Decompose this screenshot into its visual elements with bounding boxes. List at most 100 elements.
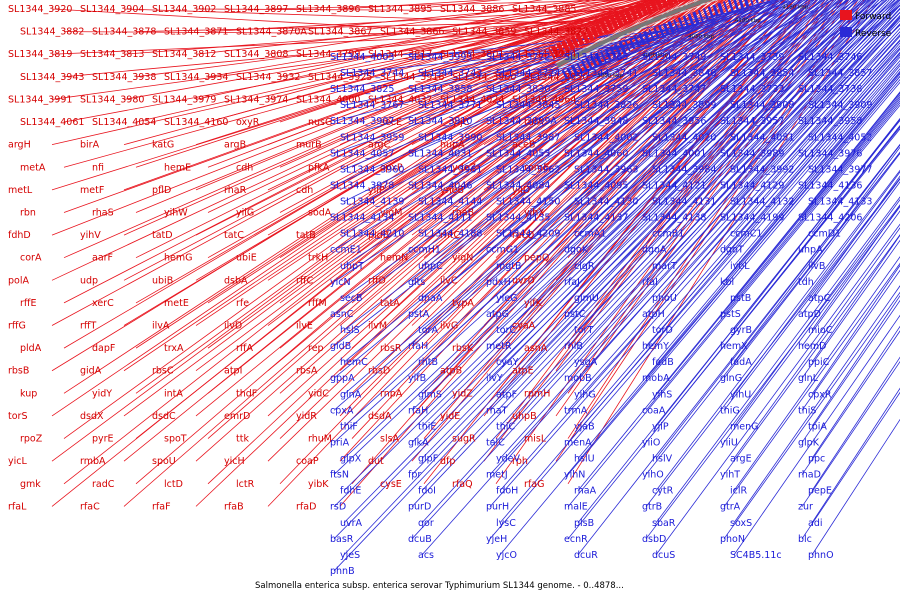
reverse-leader-line	[411, 0, 862, 443]
reverse-gene-label: SL1344_3987	[496, 132, 560, 143]
forward-gene-label: pldA	[20, 343, 42, 354]
reverse-leader-line	[811, 325, 900, 459]
reverse-leader-line	[733, 171, 900, 395]
forward-gene-label: yidR	[296, 411, 317, 422]
reverse-gene-label: gtrB	[642, 502, 662, 513]
reverse-gene-label: SL1344_3962	[496, 164, 560, 175]
forward-gene-label: SL1344_3871	[164, 27, 228, 38]
forward-gene-label: tufA	[524, 117, 544, 128]
forward-gene-label: hemE	[164, 162, 191, 173]
forward-gene-label: katG	[152, 140, 174, 151]
forward-gene-label: slsA	[380, 434, 400, 445]
forward-gene-label: hemN	[380, 253, 408, 264]
forward-gene-label: misL	[524, 434, 547, 445]
forward-gene-label: SL1344_4160	[164, 117, 228, 128]
forward-leader-line	[567, 0, 874, 484]
reverse-gene-label: glpK	[798, 437, 820, 448]
reverse-leader-line	[343, 0, 802, 395]
forward-gene-label: rffA	[236, 343, 253, 354]
reverse-gene-block	[712, 4, 720, 17]
reverse-gene-label: ccmB1	[652, 229, 684, 240]
reverse-gene-label: SL1344_3854	[730, 68, 794, 79]
forward-gene-label: dfp	[440, 456, 455, 467]
reverse-gene-block	[604, 48, 612, 61]
forward-gene-label: yiiP	[368, 185, 385, 196]
reverse-gene-label: menA	[564, 437, 592, 448]
reverse-gene-label: glnL	[798, 373, 819, 384]
forward-gene-label: hupA	[440, 140, 465, 151]
reverse-leader-line	[333, 0, 850, 507]
reverse-gene-label: SL1344_4129	[720, 180, 784, 191]
reverse-leader-line	[489, 0, 859, 347]
reverse-leader-line	[733, 285, 900, 523]
reverse-leader-line	[577, 96, 900, 491]
forward-leader-line	[207, 8, 630, 33]
reverse-leader-line	[333, 0, 880, 572]
reverse-leader-line	[421, 0, 885, 491]
reverse-gene-label: dnaA	[418, 293, 443, 304]
reverse-gene-label: hemX	[720, 341, 748, 352]
reverse-gene-label: lysC	[496, 518, 516, 529]
reverse-leader-line	[333, 0, 821, 443]
reverse-leader-line	[801, 391, 900, 540]
reverse-gene-label: SL1344_3992	[730, 164, 794, 175]
forward-gene-block	[674, 0, 679, 4]
forward-gene-block	[605, 19, 612, 32]
reverse-gene-label: yihU	[730, 389, 751, 400]
reverse-leader-line	[801, 210, 900, 347]
forward-gene-label: lctD	[164, 479, 183, 490]
forward-gene-label: pldB	[368, 230, 389, 241]
reverse-leader-line	[411, 0, 893, 507]
reverse-gene-label: rhaD	[798, 470, 821, 481]
reverse-gene-label: SL1344_4150	[496, 197, 560, 208]
reverse-gene-label: SL1344_3857	[808, 68, 872, 79]
forward-gene-label: rbsR	[380, 343, 402, 354]
forward-gene-label: SL1344_4061	[20, 117, 84, 128]
forward-gene-block	[580, 31, 588, 44]
reverse-gene-label: atpG	[486, 309, 509, 320]
reverse-gene-label: SL1344_3959	[340, 132, 404, 143]
genome-ring: 3950 kbp 4000 kbp 4050 kbp 4100 kbp 4150 kbp…	[548, 0, 809, 82]
reverse-gene-label: SL1344_4057	[330, 148, 394, 159]
forward-gene-label: SL1344_3859	[452, 27, 516, 38]
forward-leader-line	[339, 0, 613, 55]
forward-gene-label: SL1344_3819	[8, 49, 72, 60]
kbp-tick-label: 4100 kbp	[735, 18, 761, 24]
reverse-gene-block	[687, 13, 695, 26]
reverse-gene-label: priA	[330, 437, 350, 448]
forward-gene-label: SL1344_4054	[92, 117, 156, 128]
forward-gene-label: rbsC	[152, 366, 174, 377]
reverse-gene-label: cytR	[652, 486, 674, 497]
forward-gene-label: uvrD	[512, 275, 535, 286]
reverse-gene-label: SL1344_4209	[496, 229, 560, 240]
forward-gene-label: gidA	[80, 366, 102, 377]
reverse-gene-label: qor	[418, 518, 434, 529]
forward-gene-block	[577, 32, 585, 45]
forward-gene-label: metA	[20, 162, 46, 173]
reverse-gene-label: soxS	[730, 518, 752, 529]
reverse-leader-line	[499, 0, 899, 427]
reverse-gene-block	[682, 15, 690, 28]
forward-leader-line	[483, 0, 734, 191]
forward-gene-label: dsdX	[80, 411, 104, 422]
forward-leader-line	[51, 7, 633, 236]
reverse-gene-label: SL1344_3956	[642, 116, 706, 127]
reverse-gene-label: ydeV	[496, 454, 520, 465]
reverse-gene-block	[662, 22, 670, 36]
forward-gene-label: SL1344_3925	[308, 72, 372, 83]
forward-gene-label: SL1344_3950	[524, 72, 588, 83]
forward-gene-block	[594, 24, 603, 37]
forward-gene-label: rfaL	[8, 501, 27, 512]
reverse-gene-label: thiE	[418, 421, 436, 432]
forward-gene-label: dsbA	[224, 275, 248, 286]
reverse-leader-line	[333, 27, 691, 154]
forward-gene-label: rbsB	[8, 366, 29, 377]
forward-gene-block	[570, 35, 579, 49]
reverse-leader-line	[723, 291, 900, 540]
reverse-leader-line	[801, 181, 900, 315]
reverse-leader-line	[733, 0, 849, 74]
reverse-gene-label: SL1344_3825	[330, 84, 394, 95]
forward-gene-label: SL1344_3934	[164, 72, 228, 83]
reverse-gene-label: yiiO	[642, 437, 660, 448]
reverse-leader-line	[333, 0, 795, 379]
